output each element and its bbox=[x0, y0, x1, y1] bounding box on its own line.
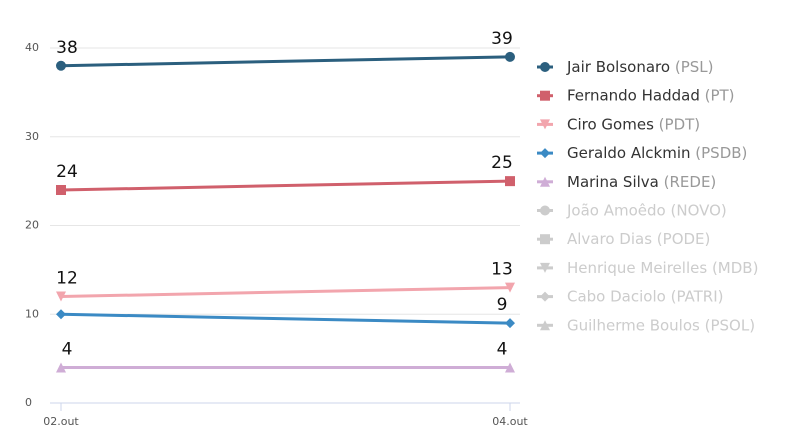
data-label: 25 bbox=[491, 153, 513, 173]
legend-item[interactable]: Alvaro Dias (PODE) bbox=[537, 230, 710, 248]
data-label: 39 bbox=[491, 29, 513, 49]
marker bbox=[540, 205, 550, 216]
series-line bbox=[60, 55, 511, 68]
marker bbox=[540, 176, 550, 187]
marker bbox=[56, 60, 66, 71]
marker bbox=[540, 234, 550, 245]
legend-item[interactable]: Marina Silva (REDE) bbox=[537, 172, 716, 190]
legend-item[interactable]: Cabo Daciolo (PATRI) bbox=[537, 287, 724, 305]
legend-party: (PODE) bbox=[657, 230, 711, 248]
marker bbox=[505, 318, 515, 329]
legend-party: (PATRI) bbox=[671, 287, 724, 305]
legend-name: Fernando Haddad bbox=[567, 86, 700, 104]
marker bbox=[540, 320, 550, 331]
y-tick-label: 30 bbox=[25, 130, 39, 143]
legend-label: Guilherme Boulos (PSOL) bbox=[567, 316, 755, 334]
legend-label: Fernando Haddad (PT) bbox=[567, 86, 735, 104]
legend-name: Ciro Gomes bbox=[567, 115, 654, 133]
series-line bbox=[60, 286, 511, 298]
marker bbox=[540, 119, 550, 130]
legend-item[interactable]: Fernando Haddad (PT) bbox=[537, 86, 735, 104]
marker bbox=[56, 185, 66, 195]
data-label: 12 bbox=[56, 269, 78, 289]
marker bbox=[540, 62, 550, 72]
y-tick-label: 20 bbox=[25, 219, 39, 232]
legend-name: João Amoêdo bbox=[566, 201, 666, 219]
y-tick-label: 40 bbox=[25, 41, 39, 54]
marker bbox=[56, 291, 66, 302]
legend-label: Henrique Meirelles (MDB) bbox=[567, 258, 758, 276]
x-tick-label: 02.out bbox=[43, 415, 79, 428]
legend-party: (PSOL) bbox=[705, 316, 755, 334]
series-line bbox=[60, 312, 511, 325]
marker bbox=[505, 282, 515, 293]
x-tick-label: 04.out bbox=[492, 415, 528, 428]
legend-item[interactable]: João Amoêdo (NOVO) bbox=[537, 201, 727, 219]
marker bbox=[540, 90, 550, 101]
y-tick-label: 10 bbox=[25, 307, 39, 320]
legend-party: (MDB) bbox=[712, 258, 759, 276]
legend-party: (PSDB) bbox=[695, 144, 747, 162]
marker bbox=[540, 291, 550, 302]
legend-name: Henrique Meirelles bbox=[567, 258, 707, 276]
legend-party: (REDE) bbox=[664, 172, 717, 190]
y-tick-label: 0 bbox=[25, 396, 32, 409]
legend-party: (PSL) bbox=[675, 58, 714, 76]
legend-label: Jair Bolsonaro (PSL) bbox=[566, 58, 713, 76]
legend-label: Cabo Daciolo (PATRI) bbox=[567, 287, 724, 305]
legend-item[interactable]: Jair Bolsonaro (PSL) bbox=[537, 58, 713, 76]
legend-name: Alvaro Dias bbox=[567, 230, 652, 248]
marker bbox=[505, 51, 515, 62]
data-label: 4 bbox=[497, 340, 508, 360]
legend-label: Ciro Gomes (PDT) bbox=[567, 115, 700, 133]
legend-item[interactable]: Geraldo Alckmin (PSDB) bbox=[537, 144, 747, 162]
legend-party: (PT) bbox=[705, 86, 735, 104]
legend-name: Marina Silva bbox=[567, 172, 659, 190]
legend-name: Cabo Daciolo bbox=[567, 287, 666, 305]
marker bbox=[56, 309, 66, 320]
marker bbox=[540, 262, 550, 273]
data-label: 13 bbox=[491, 260, 513, 280]
marker bbox=[56, 362, 66, 373]
legend-item[interactable]: Ciro Gomes (PDT) bbox=[537, 115, 700, 133]
series-line bbox=[60, 179, 511, 192]
legend-party: (PDT) bbox=[659, 115, 700, 133]
legend-label: Geraldo Alckmin (PSDB) bbox=[567, 144, 747, 162]
legend-name: Guilherme Boulos bbox=[567, 316, 700, 334]
legend-name: Geraldo Alckmin bbox=[567, 144, 691, 162]
legend-label: Alvaro Dias (PODE) bbox=[567, 230, 710, 248]
marker bbox=[505, 362, 515, 373]
legend-label: Marina Silva (REDE) bbox=[567, 172, 716, 190]
marker bbox=[540, 148, 550, 159]
data-label: 38 bbox=[56, 38, 78, 58]
marker bbox=[505, 176, 515, 187]
legend-name: Jair Bolsonaro bbox=[566, 58, 670, 76]
data-label: 24 bbox=[56, 162, 78, 182]
legend-label: João Amoêdo (NOVO) bbox=[566, 201, 727, 219]
legend-party: (NOVO) bbox=[671, 201, 727, 219]
legend-item[interactable]: Guilherme Boulos (PSOL) bbox=[537, 316, 755, 334]
legend-item[interactable]: Henrique Meirelles (MDB) bbox=[537, 258, 758, 276]
data-label: 9 bbox=[497, 295, 508, 315]
data-label: 4 bbox=[62, 340, 73, 360]
